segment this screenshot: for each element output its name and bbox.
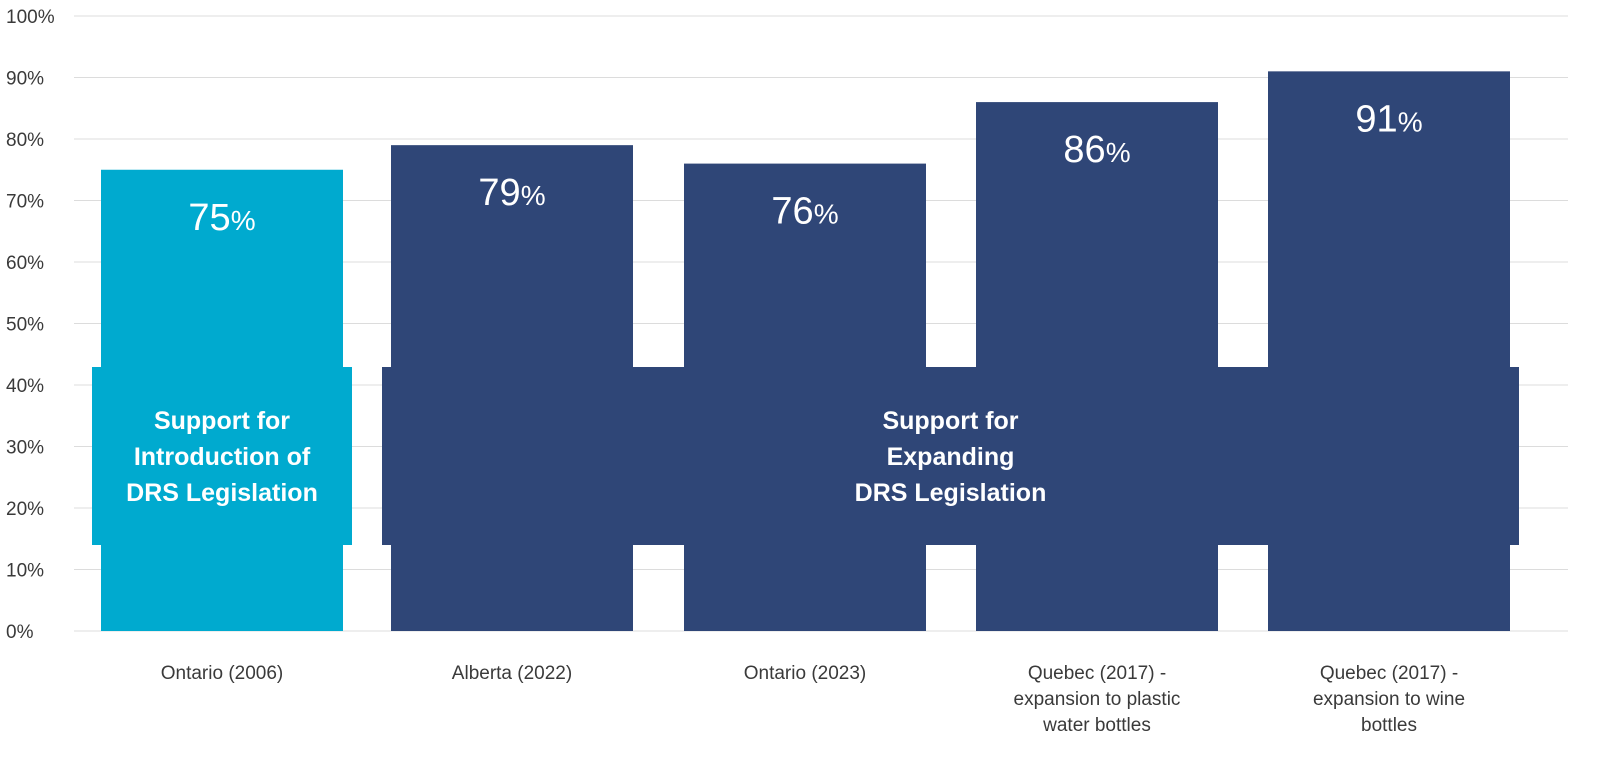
value-label: 76% (771, 191, 838, 233)
bars (101, 71, 1510, 632)
y-tick-label: 30% (6, 438, 44, 459)
x-category-label: Quebec (2017) -expansion to plastic water… (1014, 663, 1181, 736)
y-tick-label: 40% (6, 376, 44, 397)
group-label: Support for Expanding DRS Legislation (855, 407, 1047, 507)
group-band (92, 367, 352, 545)
x-category-label: Ontario (2023) (744, 663, 867, 684)
bar (1268, 71, 1510, 632)
group-bands: Support for Introduction of DRS Legislatio… (92, 367, 1519, 545)
value-label: 86% (1063, 129, 1130, 171)
value-label: 91% (1355, 98, 1422, 140)
y-tick-label: 80% (6, 130, 44, 151)
x-category-label: Alberta (2022) (452, 663, 572, 684)
group-label: Support for Introduction of DRS Legislatio… (126, 407, 318, 507)
y-tick-label: 70% (6, 192, 44, 213)
value-label: 79% (478, 172, 545, 214)
y-tick-label: 100% (6, 7, 55, 28)
y-tick-label: 50% (6, 315, 44, 336)
value-labels: 75% 79% 76% 86% 91% (188, 98, 1422, 238)
bar (976, 102, 1218, 632)
value-label: 75% (188, 197, 255, 239)
y-tick-label: 10% (6, 561, 44, 582)
group-band (382, 367, 1519, 545)
x-axis-categories: Ontario (2006) Alberta (2022) Ontario (202… (161, 663, 1465, 736)
y-tick-label: 60% (6, 253, 44, 274)
y-axis-ticks: 0% 10% 20% 30% 40% 50% 60% 70% 80% 90% 100% (6, 7, 55, 643)
x-category-label: Ontario (2006) (161, 663, 284, 684)
y-tick-label: 0% (6, 622, 34, 643)
y-tick-label: 20% (6, 499, 44, 520)
x-category-label: Quebec (2017) -expansion to wine bottles (1313, 663, 1465, 736)
y-tick-label: 90% (6, 69, 44, 90)
